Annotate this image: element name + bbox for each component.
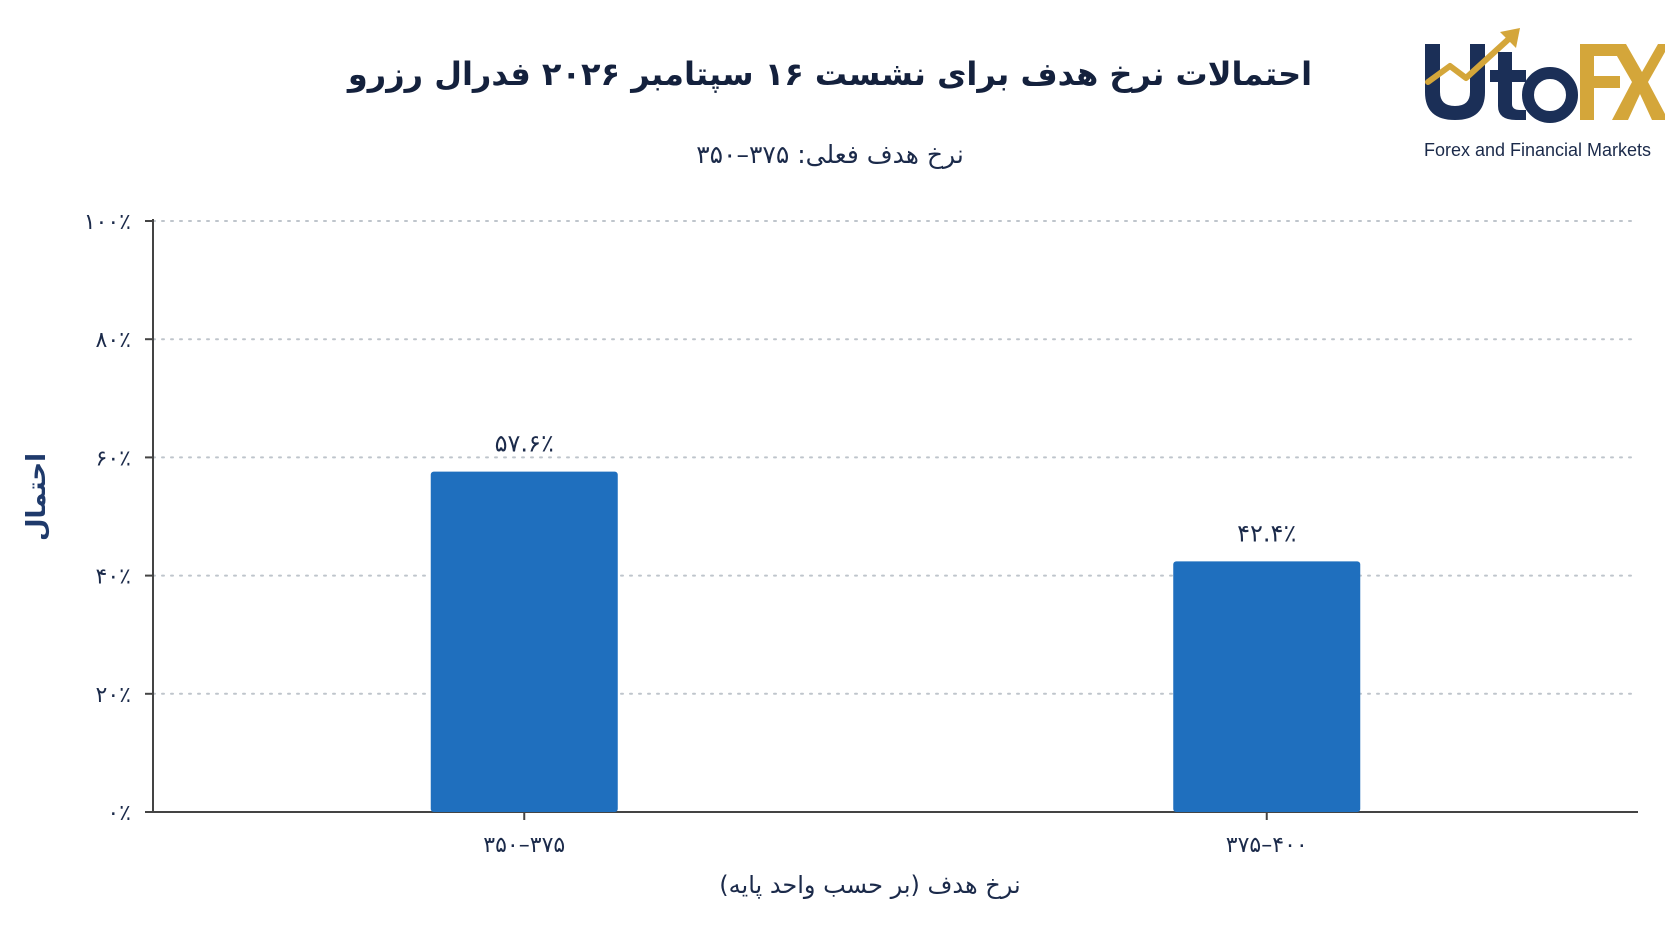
logo-tagline: Forex and Financial Markets (1423, 140, 1652, 160)
y-tick-label: ۴۰٪ (96, 565, 131, 590)
y-tick-label: ۲۰٪ (96, 683, 131, 708)
utofx-logo-mark (1425, 28, 1665, 123)
grid-lines (152, 220, 1639, 695)
chart-title: احتمالات نرخ هدف برای نشست ۱۶ سپتامبر ۲۰… (347, 55, 1313, 93)
bar (1173, 561, 1361, 812)
x-tick-label: ۳۷۵–۴۰۰ (1226, 833, 1308, 858)
y-tick-label: ۰٪ (107, 801, 131, 826)
value-labels: ۵۷.۶٪ ۴۲.۴٪ (495, 430, 1297, 548)
axes (145, 219, 1638, 820)
bar-value-label: ۴۲.۴٪ (1237, 519, 1296, 547)
x-tick-labels: ۳۵۰–۳۷۵ ۳۷۵–۴۰۰ (483, 833, 1307, 858)
y-tick-label: ۶۰٪ (96, 446, 131, 471)
y-axis-title: احتمال (22, 453, 52, 541)
x-axis-title: نرخ هدف (بر حسب واحد پایه) (719, 871, 1020, 899)
brand-logo: Forex and Financial Markets (1405, 22, 1665, 172)
y-tick-label: ۱۰۰٪ (84, 210, 131, 235)
y-tick-labels: ۰٪ ۲۰٪ ۴۰٪ ۶۰٪ ۸۰٪ ۱۰۰٪ (84, 210, 131, 826)
bars (430, 471, 1361, 812)
bar (430, 471, 618, 812)
bar-value-label: ۵۷.۶٪ (495, 430, 554, 458)
chart-subtitle: نرخ هدف فعلی: ۳۷۵–۳۵۰ (696, 140, 964, 169)
y-tick-label: ۸۰٪ (96, 328, 131, 353)
x-tick-label: ۳۵۰–۳۷۵ (483, 833, 565, 858)
